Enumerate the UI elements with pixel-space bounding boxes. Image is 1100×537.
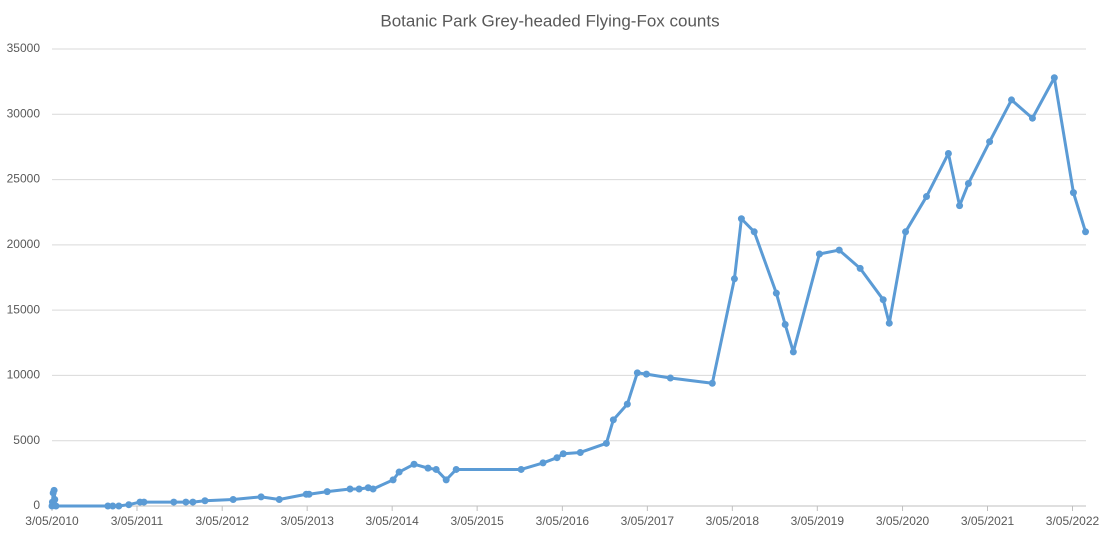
x-tick-label: 3/05/2015 [450, 514, 504, 528]
data-point [856, 264, 864, 272]
data-point [781, 321, 789, 329]
data-point [1069, 189, 1077, 197]
data-point [708, 379, 716, 387]
data-point [442, 476, 450, 484]
data-point [633, 369, 641, 377]
y-tick-label: 15000 [7, 302, 41, 316]
data-point [104, 502, 112, 510]
data-point [355, 485, 363, 493]
data-point [410, 460, 418, 468]
data-point [229, 495, 237, 503]
data-point [369, 485, 377, 493]
data-point [944, 149, 952, 157]
y-tick-label: 5000 [13, 433, 40, 447]
y-tick-label: 35000 [7, 41, 41, 55]
data-point [50, 486, 58, 494]
data-point [1050, 74, 1058, 82]
x-tick-label: 3/05/2021 [961, 514, 1015, 528]
data-point [815, 250, 823, 258]
data-point [576, 448, 584, 456]
data-point [389, 476, 397, 484]
data-point [275, 495, 283, 503]
x-tick-label: 3/05/2011 [111, 514, 164, 528]
data-point [52, 502, 60, 510]
data-point [125, 501, 133, 509]
data-point [109, 502, 117, 510]
data-point [772, 289, 780, 297]
data-point [964, 179, 972, 187]
data-point [750, 228, 758, 236]
data-point [1028, 114, 1036, 122]
data-point [879, 296, 887, 304]
data-point [432, 465, 440, 473]
data-point [170, 498, 178, 506]
data-point [424, 464, 432, 472]
x-tick-label: 3/05/2016 [536, 514, 590, 528]
data-point [730, 275, 738, 283]
data-point [666, 374, 674, 382]
data-point [737, 215, 745, 223]
data-point [835, 246, 843, 254]
chart-title: Botanic Park Grey-headed Flying-Fox coun… [380, 11, 719, 30]
x-tick-label: 3/05/2010 [25, 514, 79, 528]
data-point [1007, 96, 1015, 104]
x-tick-label: 3/05/2018 [706, 514, 760, 528]
data-point [182, 498, 190, 506]
data-point [609, 416, 617, 424]
data-point [201, 497, 209, 505]
y-tick-label: 10000 [7, 368, 41, 382]
x-tick-label: 3/05/2019 [791, 514, 845, 528]
data-point [115, 502, 123, 510]
x-tick-label: 3/05/2012 [196, 514, 250, 528]
data-point [452, 465, 460, 473]
data-point [902, 228, 910, 236]
data-point [395, 468, 403, 476]
data-point [986, 138, 994, 146]
data-point [51, 495, 59, 503]
x-tick-label: 3/05/2017 [621, 514, 675, 528]
y-tick-label: 0 [33, 498, 40, 512]
x-tick-label: 3/05/2022 [1046, 514, 1100, 528]
data-point [789, 348, 797, 356]
y-tick-label: 25000 [7, 172, 41, 186]
data-point [553, 454, 561, 462]
data-point [1082, 228, 1090, 236]
y-tick-label: 30000 [7, 106, 41, 120]
x-tick-label: 3/05/2020 [876, 514, 930, 528]
data-point [539, 459, 547, 467]
data-point [602, 439, 610, 447]
data-point [346, 485, 354, 493]
data-point [923, 193, 931, 201]
data-point [885, 319, 893, 327]
y-tick-label: 20000 [7, 237, 41, 251]
data-point [189, 498, 197, 506]
data-point [257, 493, 265, 501]
data-point [323, 488, 331, 496]
data-point [559, 450, 567, 458]
x-tick-label: 3/05/2014 [365, 514, 419, 528]
data-point [517, 465, 525, 473]
data-point [140, 498, 148, 506]
data-point [956, 202, 964, 210]
data-point [623, 400, 631, 408]
data-point [642, 370, 650, 378]
data-point [305, 490, 313, 498]
x-tick-label: 3/05/2013 [280, 514, 334, 528]
